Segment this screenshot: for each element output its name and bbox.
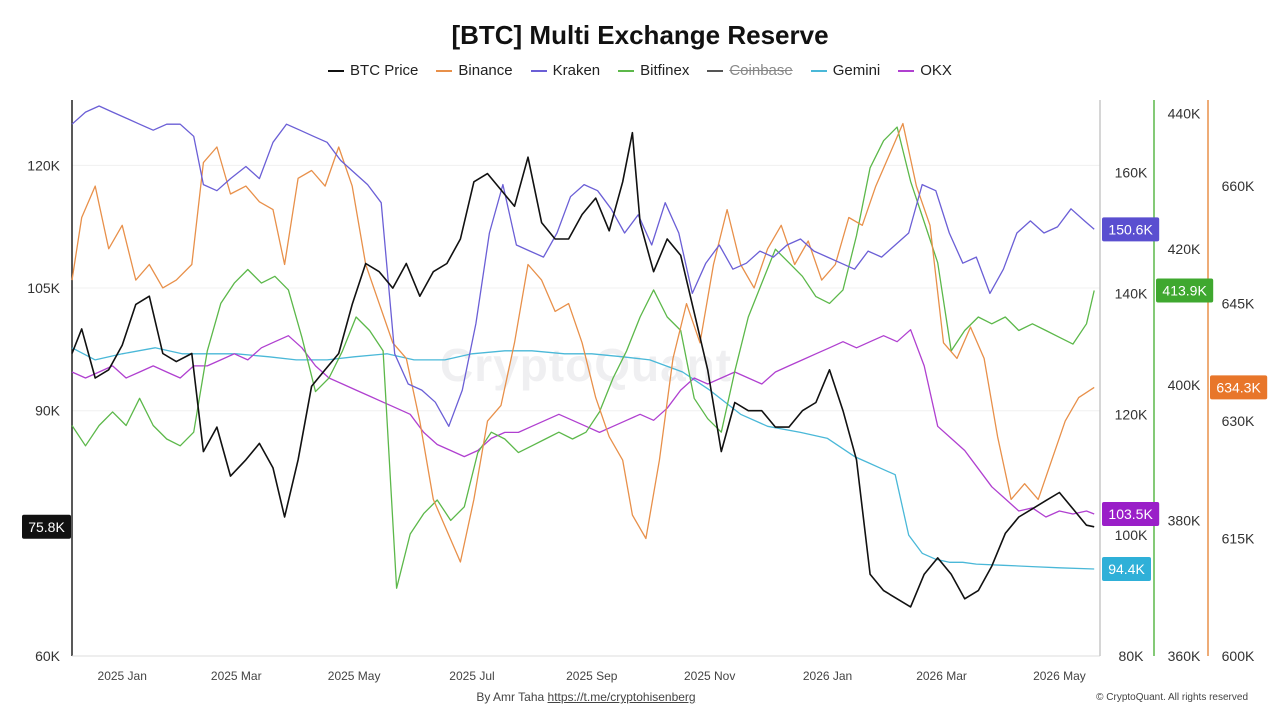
legend-label: BTC Price — [350, 62, 419, 79]
y-tick-label-axis2: 80K — [1119, 648, 1145, 664]
y-tick-label-axis2: 100K — [1115, 527, 1148, 543]
series-line-btc-price — [71, 131, 1095, 608]
x-tick-label: 2025 Jul — [449, 669, 494, 683]
x-tick-label: 2025 Sep — [566, 669, 618, 683]
y-tick-label-axis2: 120K — [1115, 406, 1148, 422]
legend-item-kraken[interactable]: Kraken — [530, 62, 601, 79]
gridlines — [72, 164, 1100, 657]
value-badge-bitfinex: 413.9K — [1156, 278, 1214, 303]
value-badge-text: 75.8K — [28, 519, 65, 535]
chart-legend: BTC Price Binance Kraken Bitfinex Coinbase Ge… — [0, 62, 1280, 79]
legend-item-okx[interactable]: OKX — [898, 62, 952, 79]
legend-item-bitfinex[interactable]: Bitfinex — [618, 62, 689, 79]
value-badge-bg — [1102, 217, 1160, 242]
legend-swatch — [530, 69, 547, 72]
value-badge-text: 634.3K — [1216, 379, 1261, 395]
legend-swatch — [707, 69, 724, 72]
x-tick-label: 2025 May — [328, 669, 381, 683]
y-tick-label-axis3: 380K — [1168, 512, 1201, 528]
value-badge-text: 94.4K — [1108, 561, 1145, 577]
series-line-bitfinex — [71, 126, 1095, 589]
series-line-kraken — [71, 105, 1095, 427]
legend-swatch — [898, 69, 915, 72]
axes: 60K 90K 105K 120K 80K 100K 120K 140K 160K 360K 380… — [27, 100, 1255, 683]
series-line-okx — [71, 329, 1095, 518]
legend-label: Kraken — [552, 62, 601, 79]
x-tick-label: 2025 Mar — [211, 669, 262, 683]
y-tick-label-axis4: 645K — [1222, 296, 1255, 312]
value-badge-bg — [22, 514, 71, 539]
y-tick-label-axis2: 160K — [1115, 165, 1148, 181]
y-tick-label-axis4: 630K — [1222, 413, 1255, 429]
legend-item-coinbase[interactable]: Coinbase — [707, 62, 793, 79]
legend-swatch — [810, 69, 827, 72]
legend-item-gemini[interactable]: Gemini — [810, 62, 881, 79]
value-badge-gemini: 94.4K — [1102, 556, 1151, 581]
series-lines — [71, 105, 1095, 608]
x-tick-label: 2025 Nov — [684, 669, 735, 683]
y-tick-label-axis3: 360K — [1168, 648, 1201, 664]
y-tick-label-price: 60K — [35, 648, 61, 664]
legend-label: Coinbase — [729, 62, 793, 79]
value-badge-text: 103.5K — [1108, 506, 1153, 522]
y-tick-label-axis3: 400K — [1168, 377, 1201, 393]
value-badges: 75.8K 150.6K 103.5K 94.4K 413.9K 634.3K — [22, 217, 1268, 581]
chart-title: [BTC] Multi Exchange Reserve — [451, 20, 829, 50]
value-badge-kraken: 150.6K — [1102, 217, 1160, 242]
y-tick-label-axis4: 660K — [1222, 178, 1255, 194]
legend-item-btc-price[interactable]: BTC Price — [328, 62, 418, 79]
legend-label: OKX — [920, 62, 952, 79]
value-badge-btc-price: 75.8K — [22, 514, 71, 539]
value-badge-bg — [1156, 278, 1214, 303]
y-tick-label-price: 120K — [27, 157, 60, 173]
value-badge-text: 413.9K — [1162, 283, 1207, 299]
legend-label: Bitfinex — [640, 62, 690, 79]
value-badge-binance: 634.3K — [1210, 375, 1268, 400]
legend-label: Gemini — [832, 62, 881, 79]
credit-line: By Amr Taha https://t.me/cryptohisenberg — [0, 690, 1172, 704]
value-badge-okx: 103.5K — [1102, 501, 1160, 526]
value-badge-bg — [1210, 375, 1268, 400]
x-tick-label: 2026 Mar — [916, 669, 967, 683]
series-line-binance — [71, 122, 1095, 563]
value-badge-bg — [1102, 556, 1151, 581]
legend-item-binance[interactable]: Binance — [436, 62, 513, 79]
legend-label: Binance — [458, 62, 513, 79]
x-tick-label: 2026 Jan — [803, 669, 852, 683]
y-tick-label-axis4: 615K — [1222, 531, 1255, 547]
y-tick-label-axis4: 600K — [1222, 648, 1255, 664]
y-tick-label-axis3: 440K — [1168, 106, 1201, 122]
value-badge-text: 150.6K — [1108, 221, 1153, 237]
y-tick-label-axis2: 140K — [1115, 285, 1148, 301]
copyright: © CryptoQuant. All rights reserved — [1096, 692, 1248, 703]
legend-swatch — [328, 69, 345, 72]
x-tick-label: 2026 May — [1033, 669, 1086, 683]
y-tick-label-axis3: 420K — [1168, 241, 1201, 257]
y-tick-label-price: 90K — [35, 403, 61, 419]
credit-author: By Amr Taha — [476, 690, 545, 704]
legend-swatch — [436, 69, 453, 72]
x-tick-label: 2025 Jan — [98, 669, 147, 683]
legend-swatch — [618, 69, 635, 72]
y-tick-label-price: 105K — [27, 280, 60, 296]
value-badge-bg — [1102, 501, 1160, 526]
credit-link[interactable]: https://t.me/cryptohisenberg — [547, 690, 696, 704]
